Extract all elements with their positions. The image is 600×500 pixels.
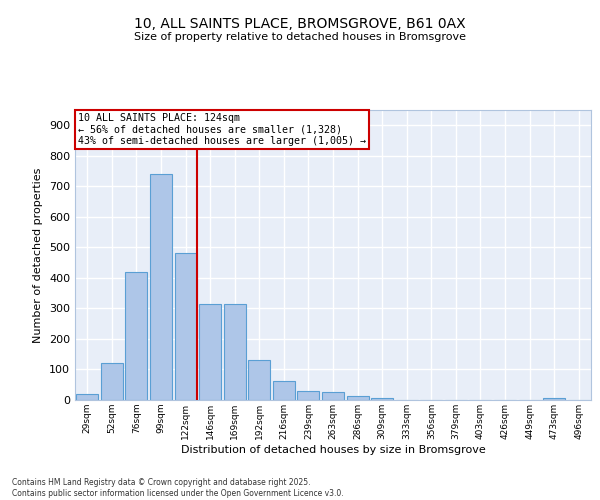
Bar [273,381,295,400]
Bar [347,396,368,400]
Bar [298,391,319,400]
Bar [224,304,246,400]
Text: Contains HM Land Registry data © Crown copyright and database right 2025.
Contai: Contains HM Land Registry data © Crown c… [12,478,344,498]
Y-axis label: Number of detached properties: Number of detached properties [34,168,43,342]
Bar [322,392,344,400]
Bar [76,394,98,400]
Bar [371,398,393,400]
Text: Size of property relative to detached houses in Bromsgrove: Size of property relative to detached ho… [134,32,466,42]
Text: 10, ALL SAINTS PLACE, BROMSGROVE, B61 0AX: 10, ALL SAINTS PLACE, BROMSGROVE, B61 0A… [134,18,466,32]
Bar [199,304,221,400]
Bar [248,360,271,400]
Bar [125,272,148,400]
X-axis label: Distribution of detached houses by size in Bromsgrove: Distribution of detached houses by size … [181,444,485,454]
Bar [101,363,123,400]
Bar [175,254,197,400]
Text: 10 ALL SAINTS PLACE: 124sqm
← 56% of detached houses are smaller (1,328)
43% of : 10 ALL SAINTS PLACE: 124sqm ← 56% of det… [77,113,365,146]
Bar [150,174,172,400]
Bar [543,398,565,400]
